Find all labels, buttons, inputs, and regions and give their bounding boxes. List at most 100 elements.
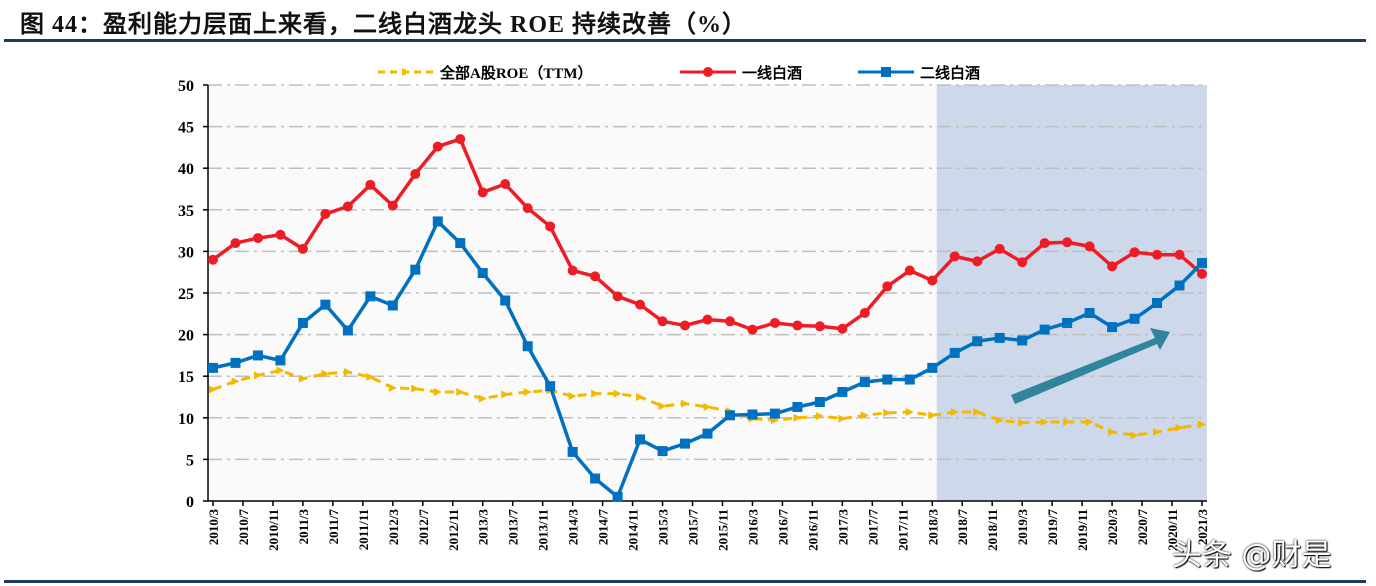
data-point: [747, 409, 758, 420]
x-tick-label: 2020/3: [1105, 509, 1120, 546]
data-point: [1198, 420, 1206, 429]
data-point: [904, 374, 915, 385]
data-point: [612, 291, 623, 302]
data-point: [927, 275, 938, 286]
data-point: [208, 254, 218, 265]
data-point: [972, 336, 983, 347]
data-point: [1062, 317, 1073, 328]
data-point: [613, 389, 622, 398]
y-tick-label: 50: [178, 78, 194, 95]
data-point: [635, 299, 646, 310]
data-point: [1108, 427, 1117, 436]
y-tick-label: 45: [178, 120, 194, 137]
data-point: [814, 396, 825, 407]
x-tick-label: 2011/3: [296, 509, 311, 545]
x-tick-label: 2020/11: [1165, 509, 1180, 551]
data-point: [252, 350, 263, 361]
y-tick-label: 5: [186, 452, 194, 469]
x-tick-label: 2017/3: [835, 509, 850, 546]
data-point: [1174, 280, 1185, 291]
data-point: [905, 407, 914, 416]
data-point: [658, 402, 667, 411]
data-point: [208, 362, 218, 373]
data-point: [1018, 418, 1027, 427]
data-point: [1063, 417, 1072, 426]
data-point: [838, 414, 847, 423]
legend-label: 二线白酒: [920, 64, 980, 82]
data-point: [500, 179, 511, 190]
data-point: [320, 299, 331, 310]
x-tick-label: 2018/7: [955, 509, 970, 546]
bottom-rule: [4, 580, 1366, 583]
data-point: [230, 238, 241, 249]
x-tick-label: 2011/11: [356, 509, 371, 550]
watermark: 头条 @财是: [1172, 538, 1332, 573]
series-line: [212, 368, 1203, 437]
data-point: [342, 201, 353, 212]
data-point: [882, 374, 893, 385]
data-point: [410, 169, 421, 180]
data-point: [994, 243, 1005, 254]
data-point: [297, 243, 308, 254]
data-point: [724, 410, 735, 421]
x-tick-label: 2013/3: [476, 509, 491, 546]
title-rule: [4, 39, 1366, 42]
data-point: [883, 408, 892, 417]
data-point: [275, 229, 286, 240]
x-tick-label: 2012/11: [446, 509, 461, 551]
data-point: [522, 203, 533, 214]
x-tick-label: 2014/7: [596, 509, 611, 546]
data-point: [231, 377, 240, 386]
series-1: [209, 366, 1206, 440]
x-tick-label: 2014/11: [626, 509, 641, 551]
data-point: [343, 368, 352, 377]
data-point: [747, 324, 758, 335]
x-tick-label: 2013/11: [536, 509, 551, 551]
data-point: [591, 389, 600, 398]
data-point: [1152, 249, 1163, 260]
x-tick-label: 2019/11: [1075, 509, 1090, 551]
data-point: [342, 325, 353, 336]
y-tick-label: 20: [178, 328, 194, 345]
y-tick-label: 0: [186, 494, 194, 511]
data-point: [252, 233, 263, 244]
data-point: [387, 200, 398, 211]
data-point: [1174, 249, 1185, 260]
x-tick-label: 2019/7: [1045, 509, 1060, 546]
data-point: [477, 268, 488, 279]
data-point: [769, 317, 780, 328]
data-point: [1017, 335, 1028, 346]
data-point: [792, 401, 803, 412]
y-tick-label: 40: [178, 161, 194, 178]
data-point: [1040, 417, 1049, 426]
data-point: [1129, 313, 1140, 324]
data-point: [320, 208, 331, 219]
data-point: [859, 307, 870, 318]
data-point: [432, 141, 443, 152]
x-tick-label: 2012/7: [416, 509, 431, 546]
data-point: [881, 67, 891, 77]
x-tick-label: 2017/11: [895, 509, 910, 551]
x-tick-label: 2021/3: [1195, 509, 1210, 546]
data-point: [433, 388, 442, 397]
y-tick-label: 10: [178, 411, 194, 428]
data-point: [680, 320, 691, 331]
data-point: [793, 413, 802, 422]
data-point: [995, 416, 1004, 425]
data-point: [411, 384, 420, 393]
legend-label: 全部A股ROE（TTM）: [439, 64, 593, 82]
x-tick-label: 2017/7: [865, 509, 880, 546]
x-tick-label: 2012/3: [386, 509, 401, 546]
data-point: [949, 347, 960, 358]
data-point: [680, 438, 691, 449]
data-point: [275, 355, 286, 366]
data-point: [860, 411, 869, 420]
data-point: [432, 216, 443, 227]
data-point: [455, 134, 466, 145]
data-point: [703, 67, 713, 77]
y-tick-label: 25: [178, 286, 194, 303]
x-tick-label: 2010/11: [266, 509, 281, 551]
data-point: [882, 281, 893, 292]
data-point: [769, 408, 780, 419]
series-2: [208, 134, 1207, 335]
